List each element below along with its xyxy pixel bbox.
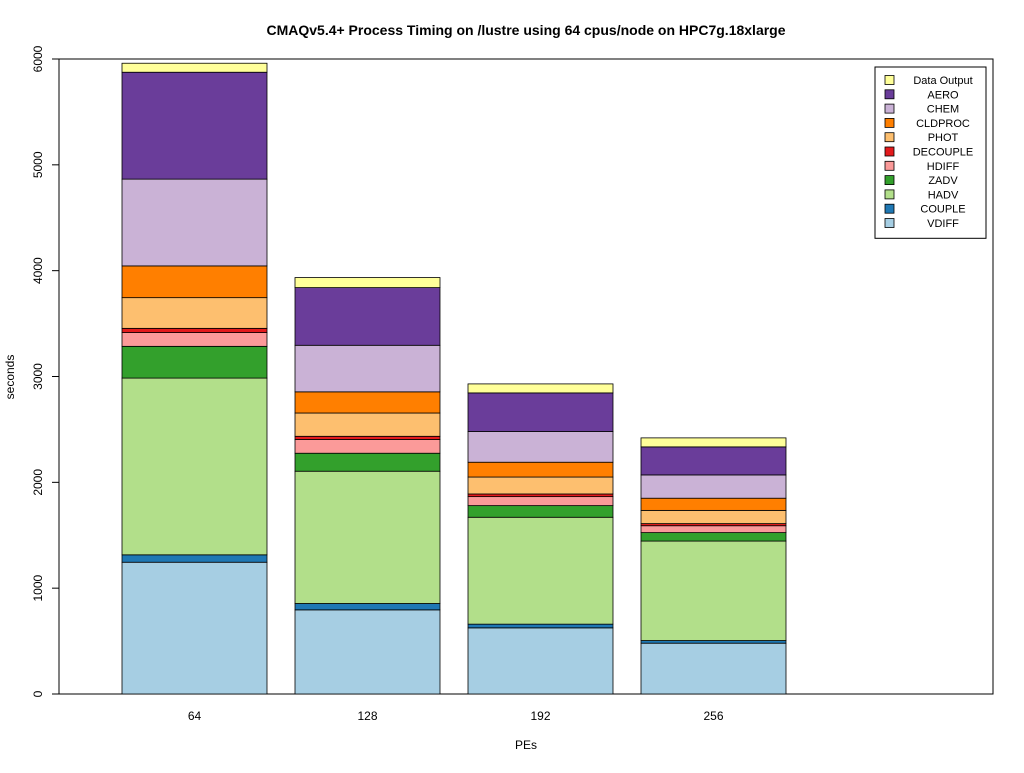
legend-label-couple: COUPLE xyxy=(920,204,965,216)
bar-segment-cldproc-pe-64 xyxy=(121,265,268,299)
bar-segment-hdiff-pe-128 xyxy=(294,439,441,454)
y-tick-label: 6000 xyxy=(31,45,45,72)
x-axis: 64 128 192 256 xyxy=(188,709,724,723)
legend: Data Output AERO CHEM CLDPROC PHOT DECOUPLE HD… xyxy=(874,66,987,239)
bar-segment-cldproc-pe-128 xyxy=(294,391,441,414)
x-tick-label: 256 xyxy=(703,709,723,723)
bar-segment-zadv-pe-64 xyxy=(121,345,268,379)
bar-segment-vdiff-pe-256 xyxy=(640,642,787,695)
legend-swatch-cldproc xyxy=(884,118,895,128)
bar-segment-zadv-pe-128 xyxy=(294,452,441,472)
x-tick-label: 128 xyxy=(357,709,377,723)
legend-swatch-data-output xyxy=(884,75,895,85)
bar-segment-hadv-pe-192 xyxy=(467,516,614,625)
bar-segment-aero-pe-192 xyxy=(467,392,614,432)
y-axis: 0 1000 2000 3000 4000 5000 6000 xyxy=(31,45,60,697)
bar-segment-hdiff-pe-256 xyxy=(640,525,787,534)
legend-swatch-aero xyxy=(884,89,895,100)
x-axis-label: PEs xyxy=(515,738,537,752)
legend-label-decouple: DECOUPLE xyxy=(913,147,974,159)
bar-segment-hadv-pe-64 xyxy=(121,377,268,556)
bars-layer xyxy=(121,62,787,695)
bar-segment-decouple-pe-128 xyxy=(294,435,441,440)
bar-segment-cldproc-pe-256 xyxy=(640,497,787,511)
legend-label-zadv: ZADV xyxy=(928,175,958,187)
y-tick-label: 4000 xyxy=(31,257,45,284)
bar-segment-vdiff-pe-128 xyxy=(294,609,441,695)
legend-label-aero: AERO xyxy=(927,89,959,101)
bar-segment-phot-pe-256 xyxy=(640,509,787,525)
x-tick-label: 64 xyxy=(188,709,202,723)
bar-segment-hdiff-pe-192 xyxy=(467,496,614,507)
bar-segment-aero-pe-64 xyxy=(121,71,268,180)
bar-segment-couple-pe-192 xyxy=(467,623,614,629)
bar-segment-hdiff-pe-64 xyxy=(121,332,268,347)
chart-title: CMAQv5.4+ Process Timing on /lustre usin… xyxy=(266,22,785,38)
bar-segment-data-output-pe-64 xyxy=(121,62,268,73)
bar-segment-cldproc-pe-192 xyxy=(467,461,614,478)
legend-swatch-couple xyxy=(884,203,895,214)
bar-segment-data-output-pe-256 xyxy=(640,437,787,448)
bar-segment-data-output-pe-192 xyxy=(467,383,614,394)
x-tick-label: 192 xyxy=(530,709,550,723)
legend-label-cldproc: CLDPROC xyxy=(916,118,970,130)
bar-segment-zadv-pe-256 xyxy=(640,532,787,542)
legend-label-hadv: HADV xyxy=(928,189,959,201)
legend-swatch-vdiff xyxy=(884,218,895,228)
bar-segment-vdiff-pe-64 xyxy=(121,561,268,695)
bar-segment-chem-pe-192 xyxy=(467,431,614,463)
legend-swatch-phot xyxy=(884,132,895,143)
y-tick-label: 2000 xyxy=(31,469,45,496)
bar-segment-vdiff-pe-192 xyxy=(467,627,614,695)
legend-swatch-hadv xyxy=(884,189,895,200)
legend-swatch-zadv xyxy=(884,175,895,186)
legend-swatch-hdiff xyxy=(884,160,895,171)
bar-segment-chem-pe-128 xyxy=(294,344,441,393)
bar-segment-chem-pe-256 xyxy=(640,474,787,499)
bar-segment-couple-pe-128 xyxy=(294,603,441,611)
legend-label-chem: CHEM xyxy=(927,104,959,116)
bar-segment-phot-pe-64 xyxy=(121,297,268,329)
bar-segment-hadv-pe-256 xyxy=(640,540,787,641)
bar-segment-zadv-pe-192 xyxy=(467,505,614,518)
bar-segment-aero-pe-256 xyxy=(640,446,787,476)
legend-label-data-output: Data Output xyxy=(913,75,972,87)
bar-segment-couple-pe-64 xyxy=(121,554,268,563)
bar-segment-aero-pe-128 xyxy=(294,287,441,346)
bar-segment-phot-pe-192 xyxy=(467,476,614,495)
y-tick-label: 0 xyxy=(31,690,45,697)
y-tick-label: 5000 xyxy=(31,151,45,178)
legend-label-phot: PHOT xyxy=(928,132,959,144)
bar-segment-data-output-pe-128 xyxy=(294,277,441,289)
legend-label-vdiff: VDIFF xyxy=(927,218,959,230)
bar-segment-decouple-pe-64 xyxy=(121,327,268,333)
bar-segment-phot-pe-128 xyxy=(294,412,441,437)
bar-segment-hadv-pe-128 xyxy=(294,470,441,604)
y-tick-label: 3000 xyxy=(31,363,45,390)
y-axis-label: seconds xyxy=(3,355,17,400)
bar-segment-chem-pe-64 xyxy=(121,178,268,267)
y-tick-label: 1000 xyxy=(31,574,45,601)
legend-swatch-chem xyxy=(884,103,895,114)
legend-swatch-decouple xyxy=(884,146,895,157)
legend-label-hdiff: HDIFF xyxy=(927,161,960,173)
